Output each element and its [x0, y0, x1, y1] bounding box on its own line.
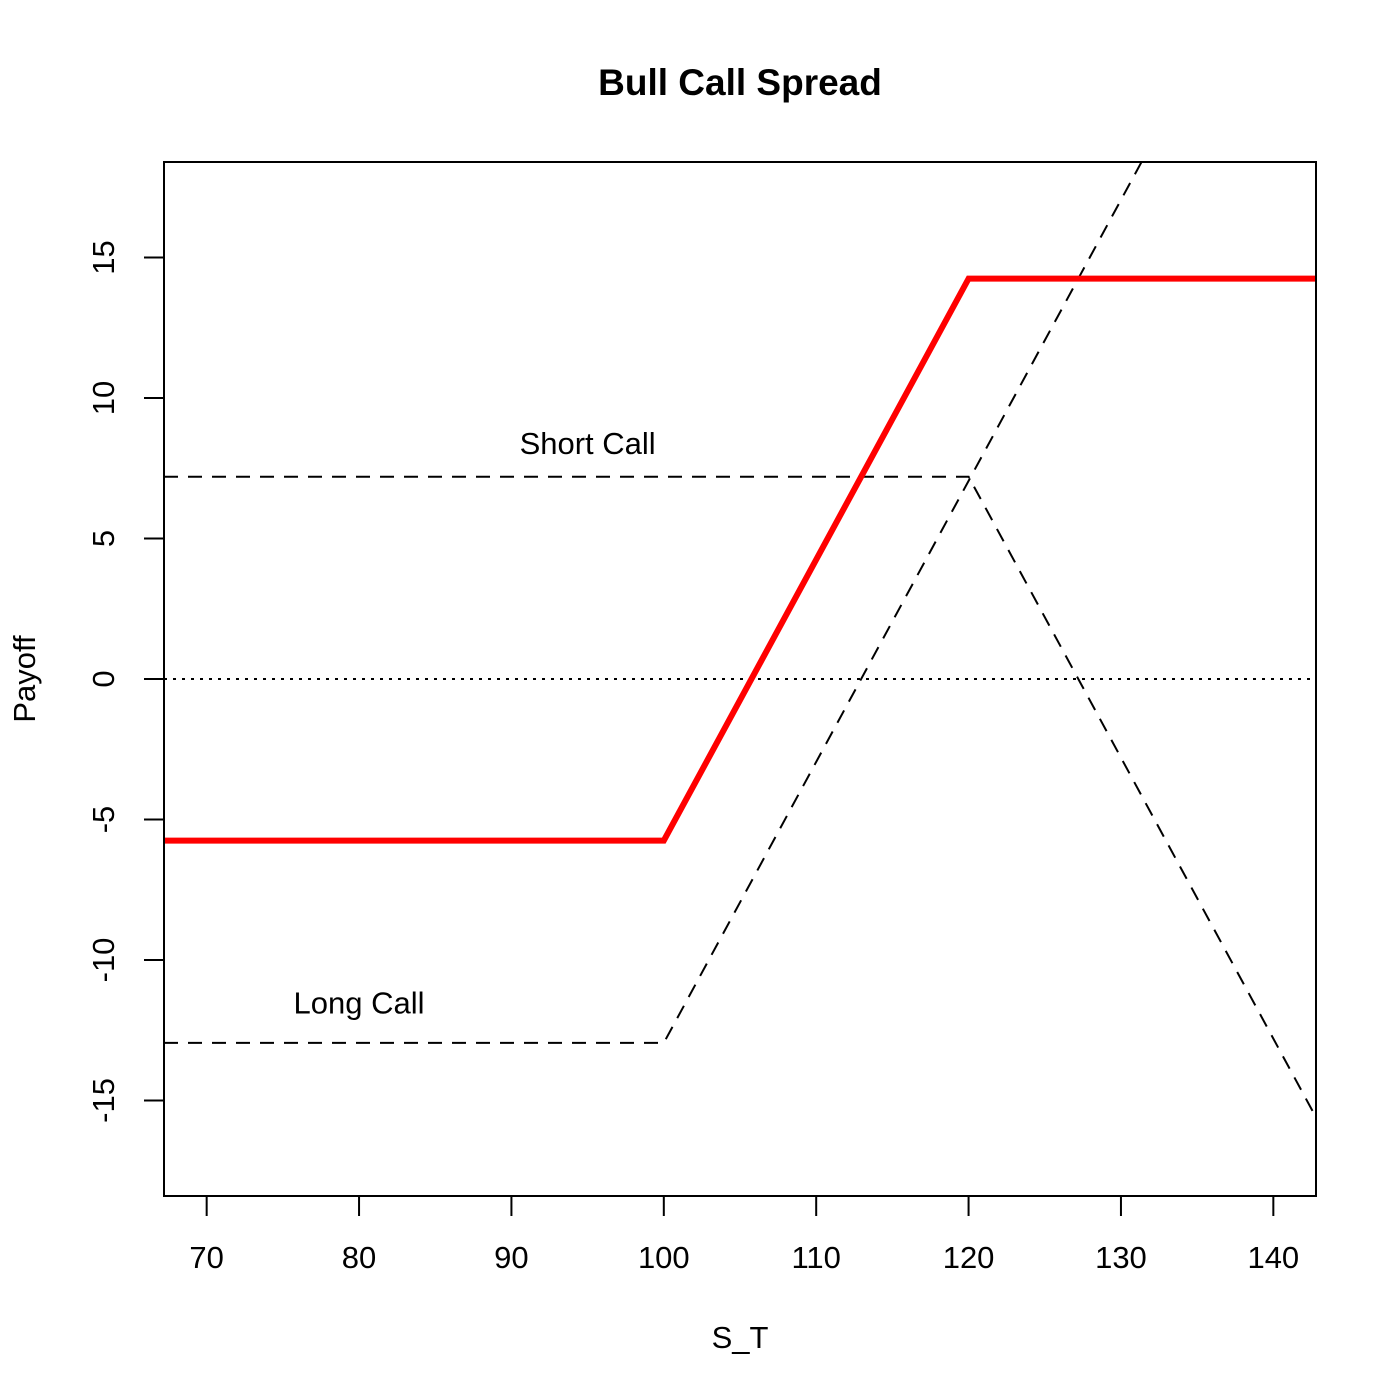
x-tick-label: 140 [1247, 1240, 1299, 1275]
annotation-label: Long Call [294, 985, 425, 1020]
y-tick-label: 5 [86, 530, 121, 547]
annotation-label: Short Call [520, 426, 656, 461]
y-tick-label: 10 [86, 381, 121, 415]
x-axis: 70 80 90 100 110 120 130 140 [189, 1195, 1299, 1275]
y-tick-label: -10 [86, 938, 121, 983]
x-tick-label: 90 [494, 1240, 528, 1275]
x-tick-label: 70 [189, 1240, 223, 1275]
y-axis: -15 -10 -5 0 5 10 15 [86, 240, 165, 1123]
x-axis-label: S_T [712, 1320, 769, 1355]
plot-area [164, 162, 1316, 1118]
x-tick-label: 80 [342, 1240, 376, 1275]
y-tick-label: -5 [86, 806, 121, 834]
x-tick-label: 110 [791, 1240, 840, 1275]
x-tick-label: 100 [638, 1240, 690, 1275]
spread-payoff-line-0 [164, 275, 1316, 844]
y-tick-label: -15 [86, 1078, 121, 1123]
y-tick-label: 0 [86, 670, 121, 687]
x-tick-label: 130 [1095, 1240, 1147, 1275]
leg-payoff-line-2 [164, 475, 1316, 1118]
annotations: Short Call Long Call [294, 426, 656, 1020]
x-tick-label: 120 [943, 1240, 995, 1275]
leg-payoff-line-1 [164, 162, 1143, 1044]
y-axis-label: Payoff [7, 635, 42, 723]
y-tick-label: 15 [86, 240, 121, 274]
chart-title: Bull Call Spread [598, 62, 882, 103]
